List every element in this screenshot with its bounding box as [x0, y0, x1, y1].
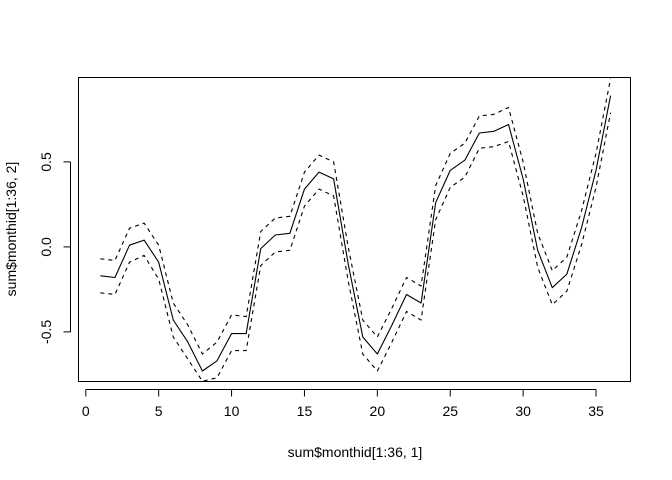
x-tick-label: 5 — [155, 403, 163, 419]
x-tick-label: 10 — [224, 403, 240, 419]
x-tick-label: 35 — [588, 403, 604, 419]
x-axis: 0 5 10 15 20 25 30 35 — [82, 389, 604, 419]
plot-frame — [78, 77, 631, 382]
x-tick-label: 0 — [82, 403, 90, 419]
series-line-1 — [100, 95, 612, 372]
series-line-3 — [100, 112, 612, 382]
y-tick-label: 0.5 — [38, 152, 54, 172]
series-line-2 — [100, 78, 612, 355]
x-tick-label: 15 — [297, 403, 313, 419]
x-tick-label: 30 — [515, 403, 531, 419]
series-lines — [100, 78, 612, 382]
y-tick-label: -0.5 — [38, 320, 54, 344]
x-tick-label: 25 — [442, 403, 458, 419]
x-axis-title: sum$monthid[1:36, 1] — [288, 444, 423, 460]
y-axis-title: sum$monthid[1:36, 2] — [3, 162, 19, 297]
y-tick-label: 0.0 — [38, 237, 54, 257]
y-axis: -0.5 0.0 0.5 — [38, 152, 71, 344]
x-tick-label: 20 — [370, 403, 386, 419]
